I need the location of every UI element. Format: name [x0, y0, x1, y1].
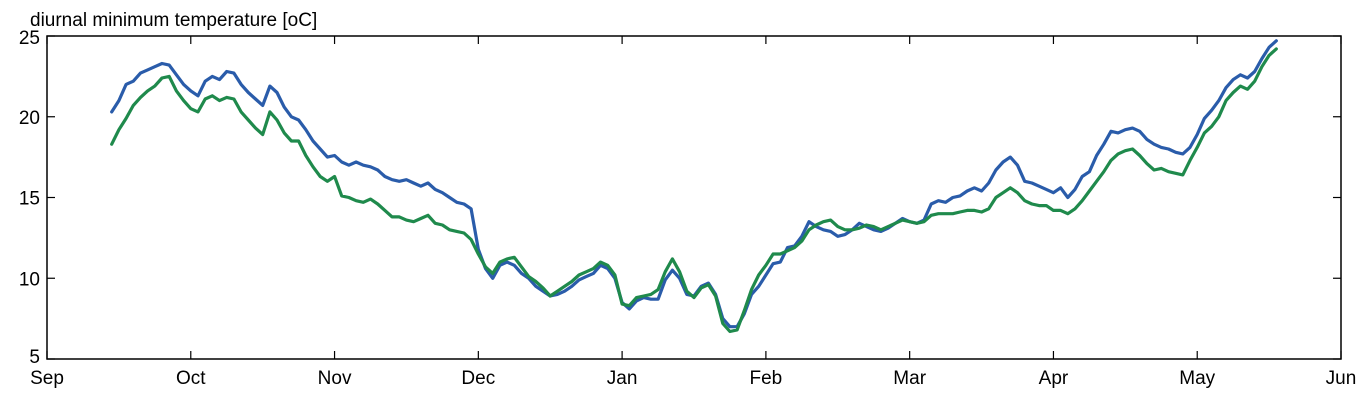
- tick-labels: 5 10 15 20 25 Sep Oct Nov Dec Jan Feb Mar Apr May Jun: [19, 28, 1356, 389]
- y-tick-label: 10: [19, 269, 40, 290]
- x-tick-label: Jun: [1326, 368, 1357, 389]
- y-tick-label: 5: [29, 347, 40, 368]
- y-tick-label: 20: [19, 108, 40, 129]
- y-tick-label: 25: [19, 28, 40, 49]
- chart-title: diurnal minimum temperature [oC]: [30, 10, 317, 31]
- axis-ticks: [46, 35, 1342, 360]
- x-tick-label: Feb: [750, 368, 783, 389]
- x-tick-label: Sep: [30, 368, 64, 389]
- x-tick-label: Mar: [893, 368, 926, 389]
- series-line-2: [110, 47, 1278, 334]
- x-tick-label: Nov: [318, 368, 352, 389]
- y-tick-label: 15: [19, 189, 40, 210]
- series-layer: [110, 39, 1278, 334]
- x-tick-label: Jan: [607, 368, 638, 389]
- x-tick-label: May: [1179, 368, 1215, 389]
- x-tick-label: Oct: [176, 368, 206, 389]
- x-tick-label: Apr: [1039, 368, 1069, 389]
- x-tick-label: Dec: [461, 368, 495, 389]
- series-line-1: [110, 39, 1278, 329]
